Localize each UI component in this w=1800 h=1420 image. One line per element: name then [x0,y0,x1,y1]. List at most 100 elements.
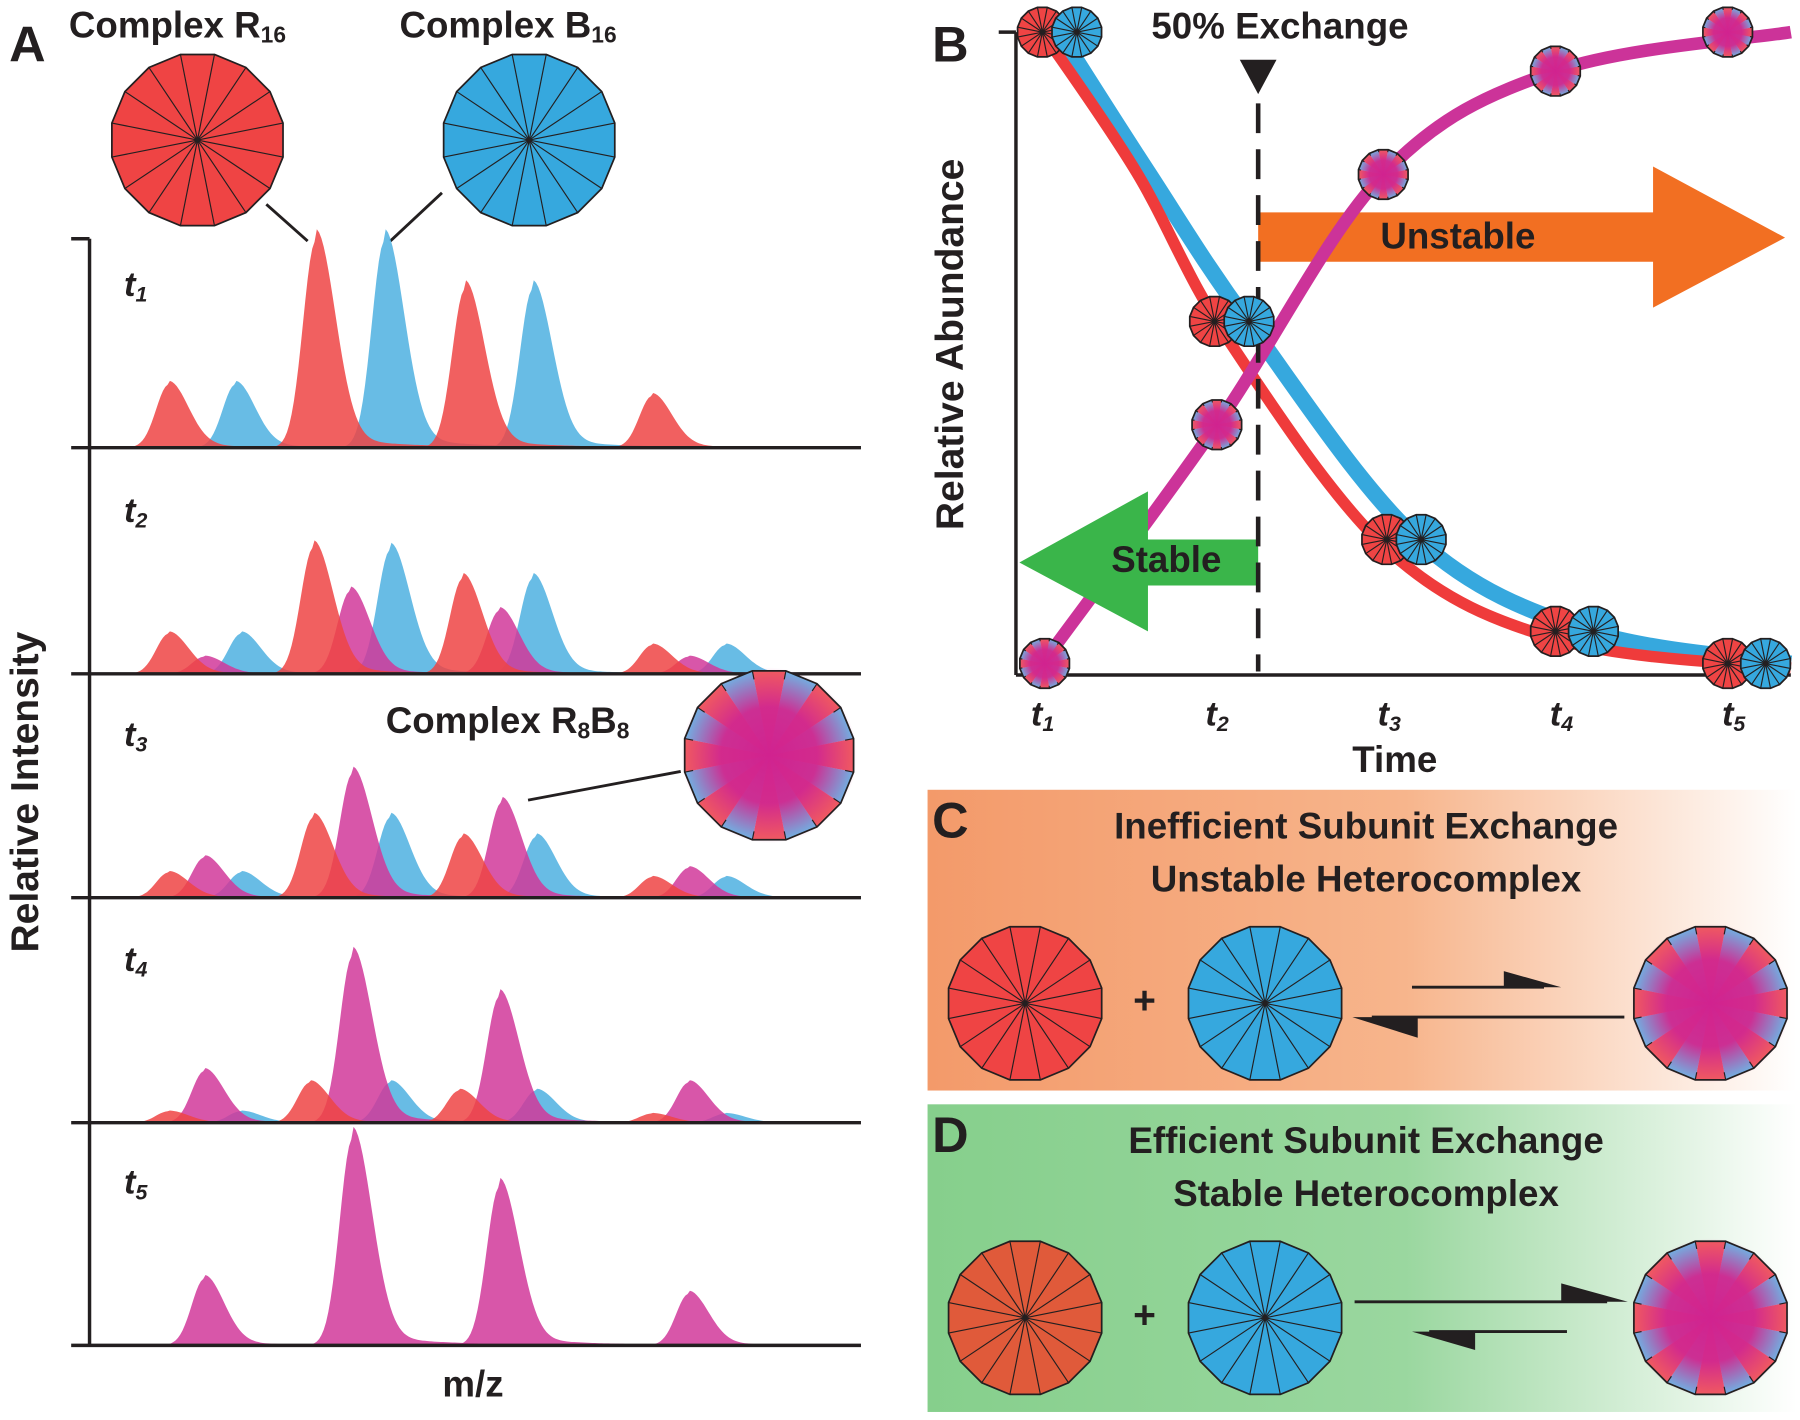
tick [1694,1386,1698,1395]
tick [1235,436,1239,440]
tick [751,670,755,680]
spoke [948,987,1026,1004]
spoke [1248,321,1255,347]
spoke [1396,534,1422,541]
complex-hetero [1357,148,1410,201]
spoke [1540,631,1556,653]
complex-blue [1395,513,1447,566]
spoke [1024,1003,1041,1080]
tick [1534,56,1537,60]
spoke [1055,31,1078,47]
spoke [456,91,530,141]
tick [811,683,818,692]
spoke [1024,1273,1091,1319]
spoke [1188,987,1266,1004]
tick [1706,17,1710,20]
spoke [1076,32,1083,58]
spoke [981,1317,1026,1384]
spoke [1249,926,1266,1004]
spoke [1248,315,1274,322]
spoke [1041,10,1057,33]
complex-label-text: Complex B [399,4,591,45]
spoke [1593,630,1619,637]
complex-blue [1187,925,1343,1081]
center [1725,661,1730,666]
time-label-sub: 1 [135,282,147,306]
spoke [1764,638,1772,664]
center [1763,661,1768,666]
time-label: t2 [1205,695,1228,735]
peak [105,631,296,674]
time-label: t3 [124,716,147,756]
spoke [1024,1002,1069,1069]
peak [399,833,589,898]
tick [1633,987,1642,991]
tick [684,769,694,773]
spoke [1213,321,1221,347]
spoke [1549,606,1557,632]
peak [105,380,296,448]
time-label-sub: 4 [1560,712,1573,736]
center [1262,1315,1268,1321]
spoke [528,139,547,226]
time-label-sub: 5 [1733,712,1746,736]
spoke [1076,31,1092,54]
complex-hetero [1701,6,1754,58]
center [1246,319,1252,324]
spoke [1744,663,1766,679]
peak [436,989,626,1123]
tick [1723,1386,1727,1395]
spoke [1027,31,1043,54]
tick [1746,17,1749,20]
spoke [1264,1002,1309,1069]
spoke [1534,630,1556,646]
complex-hetero [681,667,857,844]
complex-label: Complex B16 [399,4,616,47]
peak [396,1088,586,1123]
spoke [1024,1317,1069,1384]
spoke [1076,26,1102,33]
peak [469,280,659,448]
spoke [1578,610,1594,632]
center [1022,1000,1028,1006]
spoke [1386,514,1393,540]
time-label-text: t [124,266,137,304]
spoke [1009,1317,1026,1395]
center [1384,537,1390,542]
center [194,137,201,143]
tick [1228,403,1232,407]
spoke [1227,306,1250,322]
spoke [1264,1302,1342,1319]
spoke [529,139,615,158]
tick [1540,49,1544,53]
spoke [1578,631,1594,653]
spoke [1025,1317,1102,1334]
time-label-text: t [1550,695,1563,733]
spoke [1765,663,1787,679]
complex-red [1529,605,1582,657]
tick [720,683,727,692]
spoke [1199,1002,1266,1048]
spoke [1248,306,1271,322]
spoke [1200,300,1216,322]
spoke [948,1302,1026,1319]
spoke [1534,616,1556,632]
spoke [1764,663,1772,689]
spoke [1041,32,1048,58]
spoke [1264,1317,1309,1384]
spoke [1221,1317,1266,1384]
spoke [480,67,530,141]
spoke [197,91,271,141]
spoke [1051,31,1077,38]
tick [1749,1375,1755,1384]
spoke [1706,663,1728,679]
tick [1361,159,1365,163]
tick [1666,1061,1672,1069]
spoke [1572,616,1594,632]
tick [1030,682,1033,685]
tick [1694,926,1698,935]
spoke [1199,959,1266,1004]
spoke [1041,7,1048,33]
spoke [1396,538,1422,546]
